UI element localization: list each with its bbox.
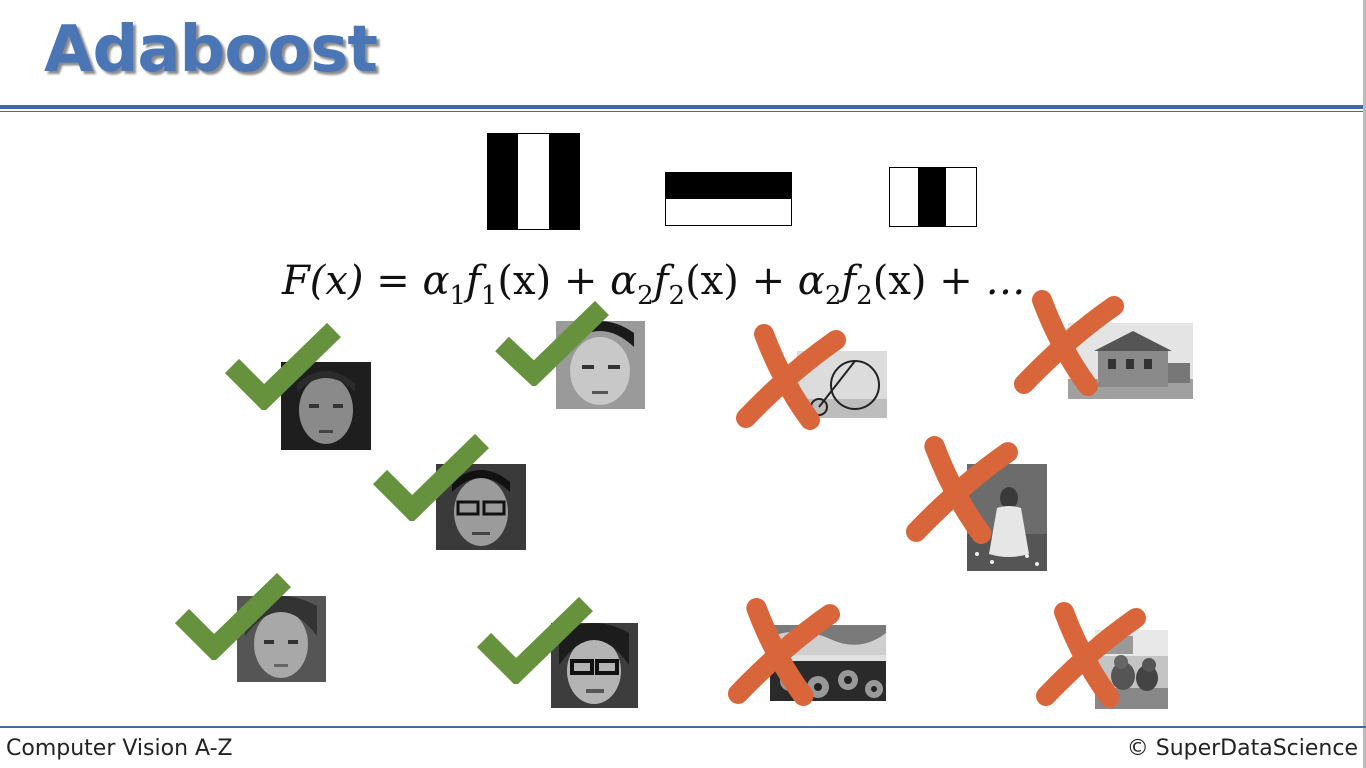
haar-feature-dark-band xyxy=(918,168,946,226)
haar-feature-vertical-three xyxy=(487,133,580,230)
slide-title: Adaboost xyxy=(44,13,378,87)
formula-ellipsis: … xyxy=(985,258,1026,304)
haar-feature-dark-band xyxy=(549,134,579,229)
cross-icon xyxy=(906,436,1018,544)
haar-feature-vertical-center xyxy=(889,167,977,227)
formula-lhs: F(x) xyxy=(282,258,364,304)
formula-plus: + xyxy=(751,258,786,304)
formula-plus: + xyxy=(563,258,598,304)
cross-icon xyxy=(1036,602,1146,708)
check-icon xyxy=(174,572,291,660)
title-divider xyxy=(0,105,1366,109)
footer-divider xyxy=(0,726,1366,728)
cross-icon xyxy=(736,324,846,430)
footer-course-name: Computer Vision A-Z xyxy=(6,736,233,761)
formula-equals: = xyxy=(376,258,410,304)
formula-plus: + xyxy=(939,258,973,304)
check-icon xyxy=(495,300,609,386)
girl-meadow-photo xyxy=(967,464,1047,571)
check-icon xyxy=(372,433,489,521)
footer-copyright: © SuperDataScience xyxy=(1126,736,1358,761)
haar-feature-horizontal-two xyxy=(665,172,792,226)
slide-right-edge xyxy=(1363,0,1366,768)
haar-feature-dark-band xyxy=(666,173,791,199)
adaboost-formula: F(x) = α1f1(x) + α2f2(x) + α2f2(x) + … xyxy=(282,258,1025,311)
formula-term-2: α2f2(x) xyxy=(610,258,739,311)
check-icon xyxy=(224,322,341,410)
cross-icon xyxy=(728,598,840,706)
formula-term-3: α2f2(x) xyxy=(797,258,927,311)
formula-term-1: α1f1(x) xyxy=(422,258,552,311)
haar-feature-dark-band xyxy=(488,134,518,229)
cross-icon xyxy=(1014,290,1124,396)
check-icon xyxy=(476,596,593,684)
title-divider-thin xyxy=(0,111,1366,112)
